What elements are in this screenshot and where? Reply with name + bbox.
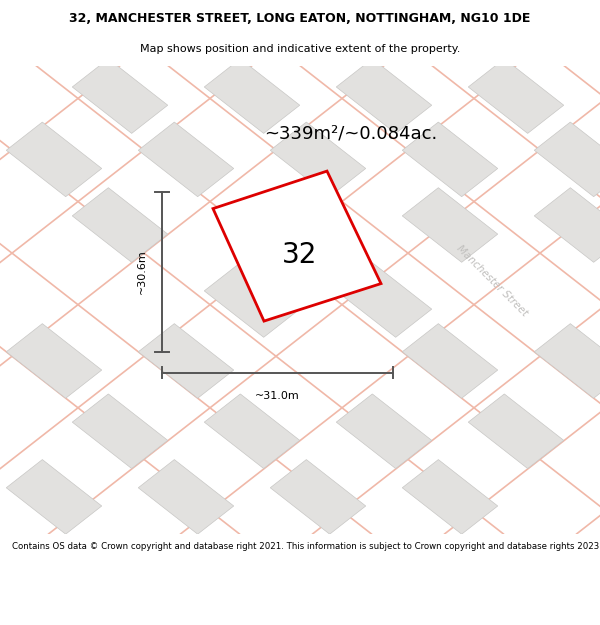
Polygon shape xyxy=(468,394,564,469)
Text: ~339m²/~0.084ac.: ~339m²/~0.084ac. xyxy=(264,124,437,142)
Polygon shape xyxy=(468,59,564,133)
Polygon shape xyxy=(534,324,600,398)
Polygon shape xyxy=(402,324,498,398)
Polygon shape xyxy=(6,459,102,534)
Polygon shape xyxy=(213,171,381,321)
Polygon shape xyxy=(204,394,300,469)
Polygon shape xyxy=(402,188,498,262)
Text: 32, MANCHESTER STREET, LONG EATON, NOTTINGHAM, NG10 1DE: 32, MANCHESTER STREET, LONG EATON, NOTTI… xyxy=(70,12,530,25)
Polygon shape xyxy=(534,122,600,197)
Polygon shape xyxy=(72,188,168,262)
Polygon shape xyxy=(204,262,300,338)
Polygon shape xyxy=(534,188,600,262)
Text: Map shows position and indicative extent of the property.: Map shows position and indicative extent… xyxy=(140,44,460,54)
Text: Manchester Street: Manchester Street xyxy=(455,244,529,319)
Polygon shape xyxy=(270,459,366,534)
Polygon shape xyxy=(6,324,102,398)
Text: Contains OS data © Crown copyright and database right 2021. This information is : Contains OS data © Crown copyright and d… xyxy=(12,542,600,551)
Polygon shape xyxy=(6,122,102,197)
Text: 32: 32 xyxy=(283,241,317,269)
Polygon shape xyxy=(270,122,366,197)
Polygon shape xyxy=(336,394,432,469)
Polygon shape xyxy=(138,324,234,398)
Text: ~30.6m: ~30.6m xyxy=(137,249,147,294)
Polygon shape xyxy=(336,59,432,133)
Polygon shape xyxy=(72,394,168,469)
Text: ~31.0m: ~31.0m xyxy=(255,391,300,401)
Polygon shape xyxy=(402,459,498,534)
Polygon shape xyxy=(336,262,432,338)
Polygon shape xyxy=(138,122,234,197)
Polygon shape xyxy=(402,122,498,197)
Polygon shape xyxy=(138,459,234,534)
Polygon shape xyxy=(72,59,168,133)
Polygon shape xyxy=(204,59,300,133)
